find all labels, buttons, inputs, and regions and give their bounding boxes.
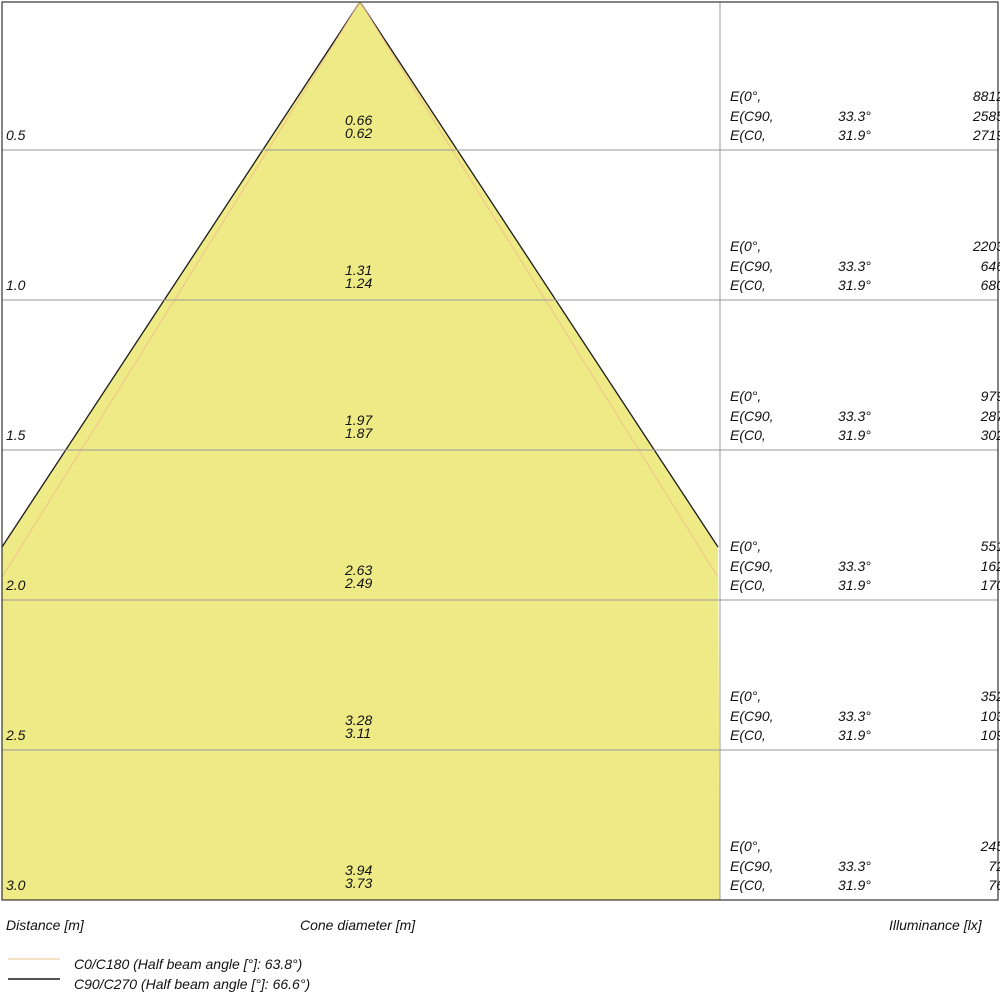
svg-text:0.62: 0.62 xyxy=(345,125,372,141)
svg-text:31.9°: 31.9° xyxy=(838,877,871,893)
svg-text:2203: 2203 xyxy=(972,238,1000,254)
svg-text:2.5: 2.5 xyxy=(5,727,26,743)
svg-text:E(0°,: E(0°, xyxy=(730,388,761,404)
svg-text:109: 109 xyxy=(981,727,1000,743)
svg-text:C90/C270 (Half beam angle [°]:: C90/C270 (Half beam angle [°]: 66.6°) xyxy=(74,976,310,992)
svg-text:Cone diameter [m]: Cone diameter [m] xyxy=(300,917,416,933)
svg-text:E(0°,: E(0°, xyxy=(730,88,761,104)
svg-text:33.3°: 33.3° xyxy=(838,108,871,124)
svg-text:E(0°,: E(0°, xyxy=(730,688,761,704)
svg-text:E(C0,: E(C0, xyxy=(730,577,766,593)
svg-text:0.5: 0.5 xyxy=(6,127,26,143)
svg-text:245: 245 xyxy=(980,838,1000,854)
svg-text:31.9°: 31.9° xyxy=(838,127,871,143)
svg-text:2719: 2719 xyxy=(972,127,1000,143)
svg-text:3.73: 3.73 xyxy=(345,875,372,891)
svg-text:3.11: 3.11 xyxy=(345,725,371,741)
svg-text:33.3°: 33.3° xyxy=(838,258,871,274)
svg-text:33.3°: 33.3° xyxy=(838,708,871,724)
svg-text:646: 646 xyxy=(981,258,1000,274)
svg-text:72: 72 xyxy=(988,858,1000,874)
svg-text:E(C90,: E(C90, xyxy=(730,558,774,574)
svg-text:33.3°: 33.3° xyxy=(838,558,871,574)
svg-text:31.9°: 31.9° xyxy=(838,277,871,293)
svg-text:103: 103 xyxy=(981,708,1000,724)
svg-text:1.5: 1.5 xyxy=(6,427,26,443)
svg-text:E(C90,: E(C90, xyxy=(730,408,774,424)
svg-text:162: 162 xyxy=(981,558,1000,574)
svg-text:E(C0,: E(C0, xyxy=(730,427,766,443)
svg-text:680: 680 xyxy=(981,277,1000,293)
svg-text:E(0°,: E(0°, xyxy=(730,238,761,254)
svg-text:E(C0,: E(C0, xyxy=(730,727,766,743)
svg-text:2585: 2585 xyxy=(972,108,1000,124)
svg-text:E(0°,: E(0°, xyxy=(730,538,761,554)
svg-text:C0/C180 (Half beam angle [°]:: C0/C180 (Half beam angle [°]: 63.8°) xyxy=(74,956,302,972)
svg-text:E(C0,: E(C0, xyxy=(730,877,766,893)
svg-text:31.9°: 31.9° xyxy=(838,577,871,593)
svg-text:E(C90,: E(C90, xyxy=(730,108,774,124)
svg-text:33.3°: 33.3° xyxy=(838,408,871,424)
svg-text:E(0°,: E(0°, xyxy=(730,838,761,854)
svg-text:Distance [m]: Distance [m] xyxy=(6,917,85,933)
svg-text:170: 170 xyxy=(981,577,1000,593)
svg-text:E(C90,: E(C90, xyxy=(730,258,774,274)
svg-text:Illuminance [lx]: Illuminance [lx] xyxy=(889,917,983,933)
svg-text:2.49: 2.49 xyxy=(344,575,372,591)
svg-text:1.24: 1.24 xyxy=(345,275,372,291)
svg-text:551: 551 xyxy=(981,538,1000,554)
svg-text:31.9°: 31.9° xyxy=(838,427,871,443)
svg-text:979: 979 xyxy=(981,388,1000,404)
svg-text:31.9°: 31.9° xyxy=(838,727,871,743)
svg-text:E(C0,: E(C0, xyxy=(730,127,766,143)
svg-text:76: 76 xyxy=(988,877,1000,893)
svg-text:287: 287 xyxy=(980,408,1000,424)
svg-text:352: 352 xyxy=(981,688,1000,704)
svg-text:302: 302 xyxy=(981,427,1000,443)
svg-text:1.87: 1.87 xyxy=(345,425,373,441)
svg-text:2.0: 2.0 xyxy=(5,577,26,593)
svg-text:E(C90,: E(C90, xyxy=(730,858,774,874)
svg-text:E(C0,: E(C0, xyxy=(730,277,766,293)
svg-text:33.3°: 33.3° xyxy=(838,858,871,874)
svg-text:E(C90,: E(C90, xyxy=(730,708,774,724)
svg-text:3.0: 3.0 xyxy=(6,877,26,893)
svg-text:1.0: 1.0 xyxy=(6,277,26,293)
